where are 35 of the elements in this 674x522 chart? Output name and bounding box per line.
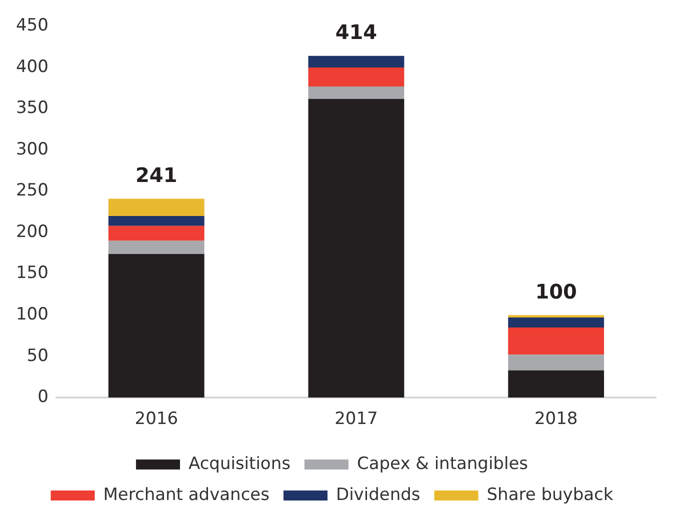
y-tick-label: 250 [16, 180, 48, 201]
total-label: 414 [335, 20, 378, 44]
bar [108, 240, 204, 254]
legend-label: Merchant advances [103, 484, 270, 505]
x-tick-label: 2018 [534, 409, 578, 430]
legend-label: Dividends [336, 484, 420, 505]
y-tick-label: 350 [16, 98, 48, 118]
bar [308, 56, 404, 68]
y-tick-label: 150 [16, 263, 48, 284]
y-tick-label: 200 [16, 222, 48, 242]
y-tick-label: 0 [38, 387, 48, 408]
x-tick-label: 2016 [134, 409, 178, 430]
x-tick-label: 2017 [334, 409, 378, 430]
bar [508, 354, 604, 370]
y-tick-label: 400 [16, 56, 48, 77]
y-tick-label: 50 [26, 346, 48, 366]
legend-label: Share buyback [486, 484, 614, 505]
y-tick-label: 100 [16, 304, 48, 324]
bar [308, 98, 404, 398]
bar [308, 67, 404, 86]
bar [508, 327, 604, 355]
total-label: 100 [535, 279, 577, 304]
bar [108, 226, 204, 241]
total-label: 241 [136, 162, 178, 187]
y-tick-label: 300 [16, 139, 48, 160]
bar [108, 216, 204, 226]
legend-label: Acquisitions [188, 454, 291, 474]
bar [108, 198, 204, 216]
bar [308, 86, 404, 99]
y-tick-label: 450 [16, 16, 48, 36]
bar [508, 370, 604, 398]
bar [508, 315, 604, 318]
bar [108, 254, 204, 398]
legend-label: Capex & intangibles [356, 454, 528, 474]
bar [508, 318, 604, 328]
